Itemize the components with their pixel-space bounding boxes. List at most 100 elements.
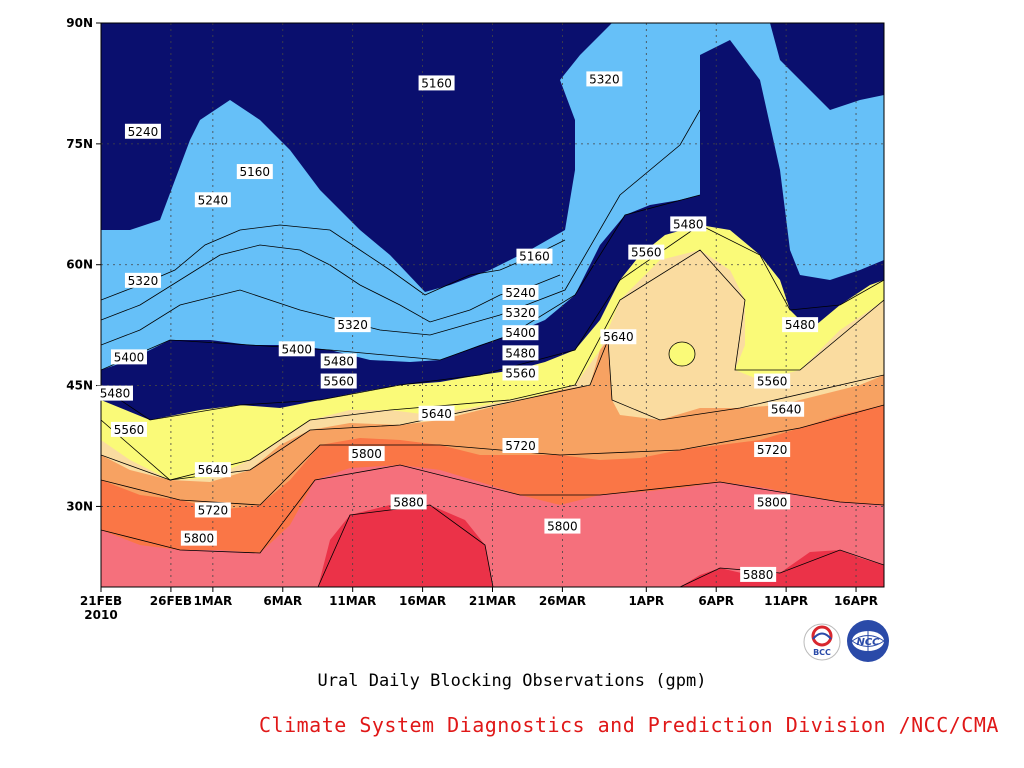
band-5800-5880: [101, 465, 884, 587]
contour-label: 5480: [96, 385, 133, 401]
x-tick-label: 6APR: [698, 594, 734, 608]
contour-label-text: 5480: [673, 217, 704, 231]
contour-label-bg: [334, 317, 371, 333]
contour-label-bg: [544, 518, 581, 534]
x-year-label: 2010: [84, 608, 117, 622]
contour-label: 5560: [502, 365, 539, 381]
band-below-5160: [101, 23, 884, 292]
contour-label-text: 5320: [589, 72, 620, 86]
contour-label-text: 5560: [631, 246, 662, 260]
contour-label-text: 5240: [505, 286, 536, 300]
contour-label-bg: [110, 421, 147, 437]
contour-lines: [101, 109, 884, 587]
contour-label: 5160: [516, 248, 553, 264]
contour-label-bg: [418, 75, 455, 91]
contour-label: 5480: [782, 317, 819, 333]
contour-label-bg: [754, 494, 791, 510]
contour-label: 5320: [502, 305, 539, 321]
x-tick-label: 11MAR: [329, 594, 376, 608]
contour-label-bg: [586, 71, 623, 87]
contour-label-bg: [194, 462, 231, 478]
contour-label-bg: [194, 192, 231, 208]
contour-label-text: 5240: [198, 193, 229, 207]
contour-label: 5640: [600, 329, 637, 345]
contour-label-bg: [754, 373, 791, 389]
grid-lines: [101, 23, 884, 587]
contour-label-bg: [96, 385, 133, 401]
contour-label: 5560: [110, 421, 147, 437]
y-tick-label: 45N: [66, 379, 93, 393]
contour-label-bg: [124, 272, 161, 288]
contour-label-bg: [502, 284, 539, 300]
contour-label-text: 5560: [323, 375, 354, 389]
x-tick-label: 6MAR: [263, 594, 302, 608]
contour-label-text: 5640: [603, 330, 634, 344]
contour-label: 5880: [740, 566, 777, 582]
contour-label: 5240: [502, 284, 539, 300]
contour-label-text: 5240: [128, 125, 159, 139]
contour-label-bg: [502, 438, 539, 453]
contour-label-text: 5480: [505, 346, 536, 360]
contour-label: 5320: [586, 71, 623, 87]
contour-label-bg: [124, 123, 161, 139]
contour-label-text: 5640: [198, 463, 229, 477]
contour-label-text: 5800: [757, 495, 788, 509]
contour-label-bg: [278, 341, 315, 357]
contour-label-bg: [502, 305, 539, 321]
contour-label-bg: [502, 345, 539, 361]
contour-label: 5160: [236, 164, 273, 180]
x-tick-label: 11APR: [764, 594, 808, 608]
band-5880-high: [318, 505, 884, 587]
contour-label-bg: [754, 442, 791, 458]
contour-label-bg: [418, 405, 455, 421]
contour-label-text: 5320: [128, 274, 159, 288]
y-tick-label: 30N: [66, 499, 93, 513]
contour-label-bg: [110, 349, 147, 365]
x-tick-label: 16APR: [834, 594, 878, 608]
contour-label-bg: [670, 216, 707, 232]
chart-title: Ural Daily Blocking Observations (gpm): [317, 671, 707, 691]
contour-label-text: 5880: [743, 568, 774, 582]
plot-area: [101, 23, 884, 587]
y-tick-label: 75N: [66, 137, 93, 151]
contour-label-bg: [236, 164, 273, 180]
x-tick-label: 1APR: [628, 594, 664, 608]
contour-label-bg: [180, 530, 217, 546]
axes: 21FEB 26FEB 1MAR 6MAR 11MAR 16MAR 21MAR 26MAR 1A…: [66, 16, 878, 622]
contour-label-bg: [740, 566, 777, 582]
contour-label-text: 5560: [757, 375, 788, 389]
contour-label: 5800: [348, 446, 385, 462]
contour-label-text: 5320: [337, 318, 368, 332]
contour-label: 5320: [334, 317, 371, 333]
x-tick-label: 26MAR: [539, 594, 586, 608]
contour-label-text: 5400: [505, 326, 536, 340]
x-tick-label: 21MAR: [469, 594, 516, 608]
contour-label: 5800: [544, 518, 581, 534]
contour-label: 5480: [502, 345, 539, 361]
x-tick-label: 21FEB: [80, 594, 122, 608]
contour-label-bg: [502, 325, 539, 341]
contour-label-text: 5640: [421, 407, 452, 421]
contour-label: 5560: [754, 373, 791, 389]
contour-label-bg: [600, 329, 637, 345]
contour-label-text: 5800: [547, 520, 578, 534]
contour-label-text: 5160: [519, 250, 550, 264]
contour-label-bg: [628, 244, 665, 260]
contour-label-text: 5880: [393, 495, 424, 509]
contour-label-text: 5480: [785, 318, 816, 332]
contour-label: 5720: [194, 502, 231, 518]
contour-label: 5320: [124, 272, 161, 288]
svg-text:BCC: BCC: [813, 648, 831, 657]
contour-label-text: 5480: [100, 387, 131, 401]
x-tick-label: 26FEB: [150, 594, 192, 608]
contour-label-text: 5640: [771, 403, 802, 417]
contour-label-text: 5800: [351, 447, 382, 461]
contour-label: 5800: [754, 494, 791, 510]
contour-label: 5880: [390, 494, 427, 510]
x-tick-label: 16MAR: [399, 594, 446, 608]
contour-labels: 5160 5320 5240 5160 5240 5480 5560 5160 5320 5240…: [96, 71, 819, 582]
contour-label-bg: [768, 401, 805, 417]
svg-text:NCC: NCC: [856, 637, 880, 648]
contour-label: 5640: [768, 401, 805, 417]
